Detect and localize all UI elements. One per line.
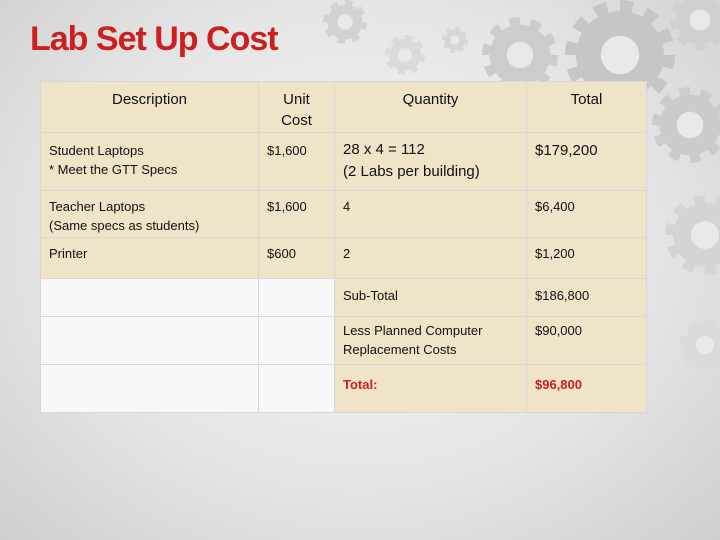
gear-hub-icon: [450, 35, 460, 45]
header-unit-cost: Unit Cost: [258, 81, 335, 133]
row-quantity: 28 x 4 = 112 (2 Labs per building): [334, 132, 527, 191]
row-total: $1,200: [526, 237, 647, 279]
table-row: Teacher Laptops (Same specs as students) …: [40, 190, 647, 238]
total-value: $96,800: [526, 364, 647, 413]
summary-row: Less Planned Computer Replacement Costs $…: [40, 316, 647, 365]
row-unit-cost: $600: [258, 237, 335, 279]
blank-cell: [40, 316, 259, 365]
blank-cell: [40, 278, 259, 317]
slide-title: Lab Set Up Cost: [30, 20, 279, 58]
row-description: Printer: [40, 237, 259, 279]
blank-cell: [258, 316, 335, 365]
gear-hub-icon: [398, 48, 412, 62]
less-value: $90,000: [526, 316, 647, 365]
row-quantity: 2: [334, 237, 527, 279]
header-quantity: Quantity: [334, 81, 527, 133]
gear-hub-icon: [337, 14, 353, 30]
cost-table: Description Unit Cost Quantity Total Stud…: [40, 81, 647, 413]
row-description: Student Laptops * Meet the GTT Specs: [40, 132, 259, 191]
row-quantity: 4: [334, 190, 527, 238]
gear-hub-icon: [695, 335, 715, 355]
blank-cell: [40, 364, 259, 413]
header-total: Total: [526, 81, 647, 133]
blank-cell: [258, 278, 335, 317]
subtotal-value: $186,800: [526, 278, 647, 317]
row-unit-cost: $1,600: [258, 132, 335, 191]
table-row: Student Laptops * Meet the GTT Specs $1,6…: [40, 132, 647, 191]
table-row: Printer $600 2 $1,200: [40, 237, 647, 279]
gear-hub-icon: [506, 41, 534, 69]
row-description: Teacher Laptops (Same specs as students): [40, 190, 259, 238]
gear-hub-icon: [691, 221, 719, 249]
row-total: $6,400: [526, 190, 647, 238]
subtotal-label: Sub-Total: [334, 278, 527, 317]
summary-row: Total: $96,800: [40, 364, 647, 413]
less-label: Less Planned Computer Replacement Costs: [334, 316, 527, 365]
header-description: Description: [40, 81, 259, 133]
gear-hub-icon: [689, 9, 711, 31]
row-total: $179,200: [526, 132, 647, 191]
blank-cell: [258, 364, 335, 413]
summary-row: Sub-Total $186,800: [40, 278, 647, 317]
row-unit-cost: $1,600: [258, 190, 335, 238]
header-row: Description Unit Cost Quantity Total: [40, 81, 647, 133]
total-label: Total:: [334, 364, 527, 413]
gear-hub-icon: [600, 35, 640, 75]
gear-hub-icon: [676, 111, 704, 139]
